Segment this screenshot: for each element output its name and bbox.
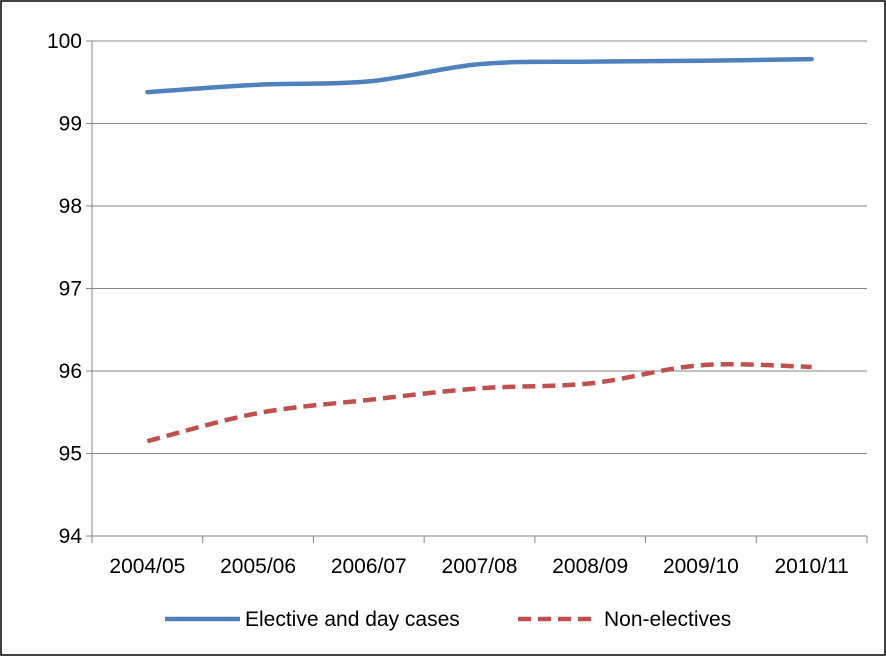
legend-label: Non-electives bbox=[604, 608, 731, 631]
x-tick-label: 2004/05 bbox=[109, 555, 185, 578]
y-tick-label: 96 bbox=[59, 360, 82, 383]
x-tick-label: 2005/06 bbox=[220, 555, 296, 578]
x-tick-label: 2006/07 bbox=[331, 555, 407, 578]
x-tick-label: 2007/08 bbox=[442, 555, 518, 578]
y-tick-label: 94 bbox=[59, 525, 83, 548]
y-tick-label: 99 bbox=[59, 113, 82, 136]
x-tick-label: 2008/09 bbox=[552, 555, 628, 578]
legend-label: Elective and day cases bbox=[245, 608, 460, 631]
y-tick-label: 98 bbox=[59, 195, 82, 218]
x-tick-label: 2010/11 bbox=[774, 555, 848, 578]
y-tick-label: 95 bbox=[59, 443, 82, 466]
x-tick-label: 2009/10 bbox=[663, 555, 739, 578]
y-tick-label: 100 bbox=[47, 30, 82, 53]
y-tick-label: 97 bbox=[59, 278, 82, 301]
legend: Elective and day cases Non-electives bbox=[165, 608, 731, 631]
